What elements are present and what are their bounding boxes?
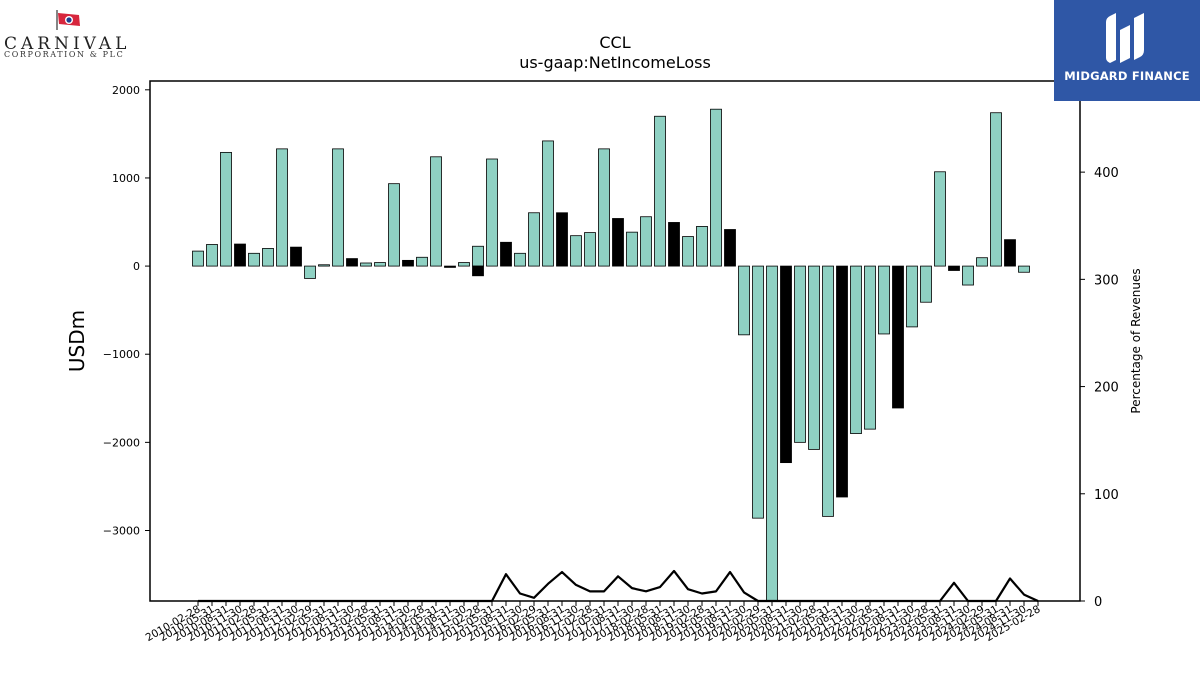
quarter-bar [962,265,974,286]
quarter-bar [864,265,876,430]
quarter-bar [654,115,666,267]
publisher-logo: MIDGARD FINANCE [1054,0,1200,101]
chart-subtitle: us-gaap:NetIncomeLoss [519,53,711,72]
y2-tick-label: 300 [1094,273,1119,288]
quarter-bar [752,265,764,519]
quarter-bar [934,171,946,267]
annual-bar [444,265,456,268]
y-axis-left: 2000 1000 0 −1000 −2000 −3000 [103,84,150,537]
quarter-bar [598,148,610,267]
y2-tick-label: 200 [1094,381,1119,396]
quarter-bar [206,244,218,267]
quarter-bar [710,108,722,267]
quarter-bar [878,265,890,335]
y2-tick-label: 400 [1094,166,1119,181]
quarter-bar [584,232,596,267]
quarter-bar [318,264,330,267]
annual-bar [290,246,302,267]
quarter-bar [542,140,554,267]
annual-bar [472,265,484,277]
quarter-bar [794,265,806,443]
y2-tick-label: 100 [1094,488,1119,503]
annual-bar [836,265,848,498]
quarter-bar [220,151,232,267]
quarter-bar [990,112,1002,267]
x-axis: 2010-02-282010-05-312010-08-312010-11-30… [144,601,1043,644]
quarter-bar [570,235,582,267]
quarter-bar [430,156,442,267]
quarter-bar [458,262,470,267]
plot-frame [149,80,1081,602]
midgard-emblem-icon [1106,13,1144,63]
quarter-bar [332,148,344,267]
quarter-bar [976,257,988,267]
annual-bar [612,218,624,267]
quarter-bar [766,265,778,602]
y-tick-label: 2000 [112,84,140,97]
quarter-bar [696,226,708,267]
annual-bar [724,229,736,267]
annual-bar [234,243,246,267]
chart-title: CCL [599,33,630,52]
quarter-bar [486,158,498,267]
y2-axis-label: Percentage of Revenues [1129,268,1143,413]
y-axis-label: USDm [65,310,89,372]
line-layer [198,569,1039,603]
quarter-bar [374,262,386,267]
annual-bar [948,265,960,271]
annual-bar [556,212,568,267]
quarter-bar [850,265,862,434]
quarter-bar [262,248,274,267]
percentage-line [198,569,1039,603]
annual-bar [892,265,904,409]
quarter-bar [808,265,820,450]
y2-tick-label: 0 [1094,595,1102,610]
quarter-bar [472,245,484,267]
quarter-bar [514,252,526,267]
quarter-bar [1018,265,1030,273]
company-subtitle: CORPORATION & PLC [4,50,125,59]
y-tick-label: −3000 [103,524,140,537]
y-tick-label: 0 [133,260,140,273]
annual-bar [402,259,414,267]
quarter-bar [738,265,750,336]
publisher-name: MIDGARD FINANCE [1064,69,1190,83]
bar-layer [192,108,1030,602]
quarter-bar [416,256,428,267]
quarter-bar [906,265,918,328]
quarter-bar [682,236,694,267]
quarter-bar [276,148,288,267]
annual-bar [346,258,358,267]
quarter-bar [192,250,204,267]
quarter-bar [528,212,540,267]
quarter-bar [248,252,260,267]
company-name: CARNIVAL [4,34,131,54]
y-axis-right: 400 300 200 100 0 [1080,166,1119,610]
company-logo: CARNIVAL CORPORATION & PLC [0,4,140,60]
annual-bar [668,222,680,267]
quarter-bar [388,183,400,267]
flag-icon [56,10,80,30]
annual-bar [780,265,792,464]
annual-bar [1004,239,1016,267]
y-tick-label: −1000 [103,348,140,361]
quarter-bar [304,265,316,279]
quarter-bar [640,216,652,267]
quarter-bar [822,265,834,517]
quarter-bar [626,231,638,267]
quarter-bar [360,262,372,267]
y-tick-label: −2000 [103,436,140,449]
y-tick-label: 1000 [112,172,140,185]
quarter-bar [920,265,932,303]
annual-bar [500,241,512,267]
